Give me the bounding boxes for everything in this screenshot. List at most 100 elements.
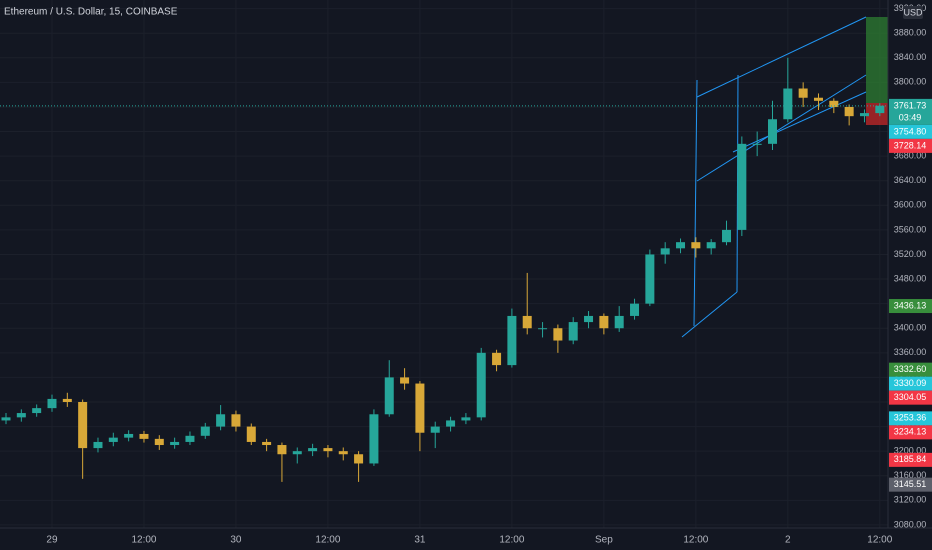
candle-body bbox=[568, 322, 578, 341]
candle-body bbox=[231, 414, 241, 427]
candle-body bbox=[170, 441, 180, 446]
price-badge bbox=[889, 477, 932, 492]
candle-body bbox=[93, 441, 103, 449]
candles bbox=[1, 57, 885, 482]
candle-body bbox=[354, 454, 364, 464]
candle-body bbox=[660, 248, 670, 255]
price-label: 3185.84 bbox=[894, 454, 927, 464]
candle-body bbox=[16, 413, 26, 418]
candle-body bbox=[859, 113, 869, 117]
x-tick-label: 12:00 bbox=[683, 535, 708, 546]
candle-body bbox=[1, 417, 11, 421]
price-label: 3253.36 bbox=[894, 413, 927, 423]
y-tick-label: 3880.00 bbox=[894, 28, 927, 38]
y-tick-label: 3680.00 bbox=[894, 151, 927, 161]
profit-zone bbox=[866, 17, 888, 103]
price-label: 3728.14 bbox=[894, 140, 927, 150]
candle-body bbox=[829, 100, 839, 107]
x-tick-label: 12:00 bbox=[499, 535, 524, 546]
candle-body bbox=[691, 242, 701, 249]
y-tick-label: 3800.00 bbox=[894, 77, 927, 87]
price-label: 3304.05 bbox=[894, 392, 927, 402]
candle-body bbox=[676, 242, 686, 249]
candle-body bbox=[538, 328, 548, 330]
x-tick-label: 12:00 bbox=[131, 535, 156, 546]
y-tick-label: 3200.00 bbox=[894, 446, 927, 456]
candle-body bbox=[200, 426, 210, 436]
candle-body bbox=[369, 414, 379, 464]
candle-body bbox=[584, 315, 594, 323]
candle-body bbox=[844, 106, 854, 117]
y-tick-label: 3480.00 bbox=[894, 273, 927, 283]
candle-body bbox=[292, 451, 302, 455]
candle-body bbox=[522, 315, 532, 329]
price-label: 3145.51 bbox=[894, 479, 927, 489]
candle-body bbox=[62, 398, 72, 402]
price-badge bbox=[889, 390, 932, 405]
price-badge bbox=[889, 376, 932, 391]
candle-body bbox=[47, 398, 57, 409]
candle-body bbox=[630, 303, 640, 316]
x-tick-label: 12:00 bbox=[867, 535, 892, 546]
price-badge bbox=[889, 362, 932, 377]
candle-body bbox=[246, 426, 256, 442]
trend-line bbox=[681, 291, 738, 338]
candle-body bbox=[338, 451, 348, 455]
y-tick-label: 3360.00 bbox=[894, 347, 927, 357]
price-badge bbox=[889, 425, 932, 440]
y-tick-label: 3400.00 bbox=[894, 323, 927, 333]
x-tick-label: 30 bbox=[230, 535, 242, 546]
candle-body bbox=[783, 88, 793, 120]
y-tick-label: 3840.00 bbox=[894, 52, 927, 62]
candle-body bbox=[752, 143, 762, 145]
candle-body bbox=[875, 105, 885, 114]
x-tick-label: 31 bbox=[414, 535, 426, 546]
candle-body bbox=[124, 433, 134, 438]
candle-body bbox=[706, 242, 716, 249]
candle-body bbox=[185, 435, 195, 442]
candle-body bbox=[384, 377, 394, 415]
current-price-label: 3761.73 bbox=[894, 100, 927, 110]
candle-body bbox=[645, 254, 655, 304]
price-label: 3754.80 bbox=[894, 126, 927, 136]
drawings bbox=[681, 16, 888, 338]
y-tick-label: 3120.00 bbox=[894, 495, 927, 505]
channel-line bbox=[696, 74, 867, 182]
candle-body bbox=[614, 315, 624, 329]
price-badge bbox=[889, 452, 932, 467]
candle-body bbox=[798, 88, 808, 98]
price-badge bbox=[889, 299, 932, 314]
currency-badge bbox=[903, 6, 923, 19]
currency: USD bbox=[903, 7, 923, 17]
chart-title: Ethereum / U.S. Dollar, 15, COINBASE bbox=[4, 7, 178, 18]
grid bbox=[0, 0, 888, 528]
countdown: 03:49 bbox=[899, 112, 922, 122]
axis-background bbox=[888, 0, 932, 528]
candle-body bbox=[737, 143, 747, 230]
candle-body bbox=[476, 352, 486, 418]
candle-body bbox=[400, 377, 410, 384]
candle-body bbox=[461, 417, 471, 421]
candle-body bbox=[154, 438, 164, 446]
price-badge bbox=[889, 411, 932, 426]
price-label: 3234.13 bbox=[894, 427, 927, 437]
candle-body bbox=[415, 383, 425, 433]
candle-body bbox=[446, 420, 456, 427]
y-tick-label: 3560.00 bbox=[894, 224, 927, 234]
candle-body bbox=[507, 315, 517, 366]
candle-body bbox=[262, 441, 272, 446]
candle-body bbox=[78, 401, 88, 449]
candle-body bbox=[430, 426, 440, 433]
x-tick-label: 2 bbox=[785, 535, 791, 546]
trend-line bbox=[693, 79, 698, 327]
y-tick-label: 3160.00 bbox=[894, 470, 927, 480]
price-badge bbox=[889, 124, 932, 139]
channel-line bbox=[732, 91, 867, 153]
candle-body bbox=[553, 328, 563, 341]
y-tick-label: 3520.00 bbox=[894, 249, 927, 259]
candle-body bbox=[492, 352, 502, 366]
y-tick-label: 3080.00 bbox=[894, 519, 927, 529]
current-price-badge bbox=[889, 98, 932, 125]
